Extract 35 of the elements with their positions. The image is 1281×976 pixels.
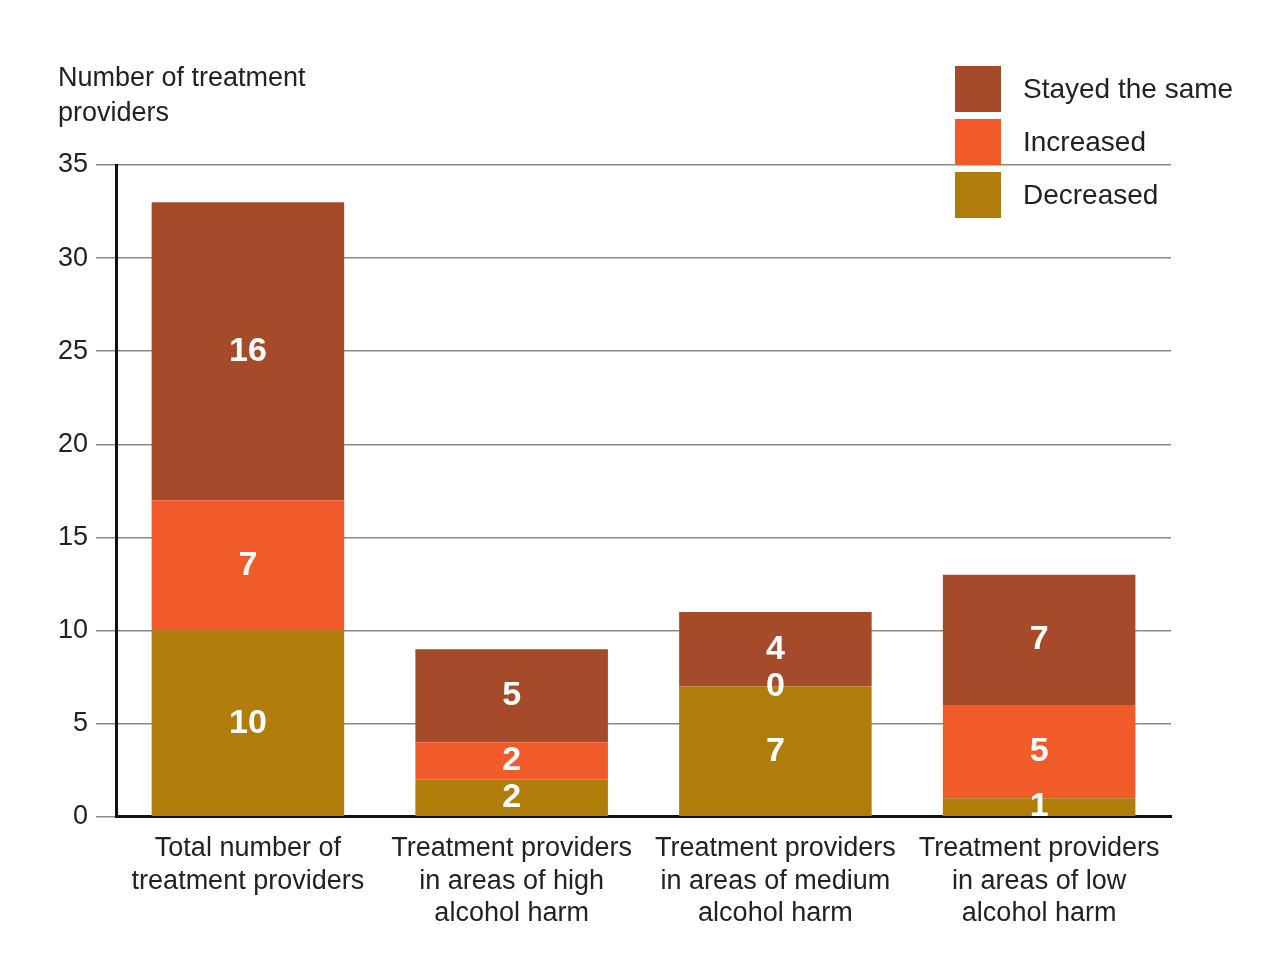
y-tick-label: 0: [73, 800, 89, 831]
data-label: 1: [1029, 785, 1049, 824]
y-axis-title: Number of treatment providers: [58, 61, 307, 129]
legend-label: Increased: [1023, 125, 1146, 158]
bar: [151, 202, 345, 501]
y-tick-label: 20: [57, 427, 89, 458]
x-tick-label: Treatment providers in areas of high alcohol harm: [391, 832, 632, 928]
data-label: 4: [765, 627, 785, 666]
data-label: 5: [502, 674, 522, 713]
y-tick-label: 5: [73, 707, 89, 738]
x-tick-label: Treatment providers in areas of medium alcohol harm: [655, 832, 896, 928]
y-tick-label: 25: [57, 334, 89, 365]
data-label: 5: [1029, 729, 1049, 768]
y-tick-label: 30: [57, 241, 89, 272]
data-label: 2: [502, 776, 522, 815]
legend-label: Stayed the same: [1023, 72, 1234, 105]
data-label: 16: [228, 329, 267, 368]
bar: [415, 649, 608, 743]
y-tick-label: 35: [57, 148, 89, 179]
y-tick-label: 10: [57, 614, 89, 645]
data-label: 2: [502, 739, 522, 778]
data-label: 7: [1029, 618, 1049, 657]
bar: [415, 779, 608, 817]
x-tick-label: Total number of treatment providers: [131, 832, 365, 895]
data-label: 10: [228, 701, 267, 740]
y-tick-label: 15: [57, 520, 89, 551]
bar: [151, 630, 345, 817]
bar: [415, 742, 608, 780]
data-label: 7: [765, 729, 785, 768]
data-label: 7: [238, 543, 258, 582]
data-label: 0: [765, 664, 785, 703]
bar: [942, 574, 1136, 706]
bar: [151, 500, 345, 631]
x-tick-label: Treatment providers in areas of low alcohol harm: [918, 832, 1160, 928]
legend-label: Decreased: [1023, 178, 1159, 211]
